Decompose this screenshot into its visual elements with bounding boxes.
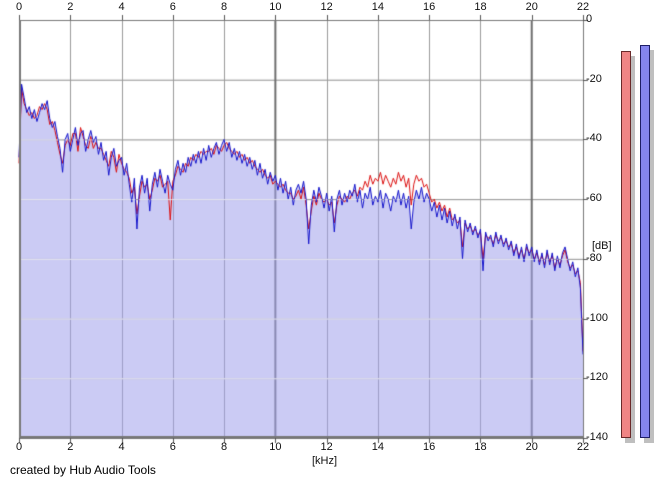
x-axis-tick-label: 2 bbox=[67, 441, 74, 453]
x-axis-tick-label: 12 bbox=[320, 1, 333, 13]
x-axis-tick-label: 6 bbox=[169, 441, 176, 453]
x-axis-tick-label: 16 bbox=[423, 1, 436, 13]
y-axis-unit-label: [dB] bbox=[592, 240, 612, 252]
y-axis-tick-label: -80 bbox=[586, 251, 602, 264]
x-axis-tick-label: 16 bbox=[423, 441, 436, 453]
y-axis-tick-label: -120 bbox=[586, 371, 609, 384]
credit-text: created by Hub Audio Tools bbox=[10, 463, 156, 477]
meter-right-bar bbox=[640, 44, 650, 438]
x-axis-tick-label: 10 bbox=[269, 1, 282, 13]
x-axis-tick-label: 8 bbox=[221, 1, 228, 13]
x-axis-tick-label: 0 bbox=[15, 441, 23, 453]
x-axis-tick-label: 4 bbox=[118, 441, 125, 453]
x-axis-tick-label: 20 bbox=[525, 1, 538, 13]
x-axis-tick-label: 6 bbox=[169, 1, 176, 13]
y-axis-tick-label: -100 bbox=[586, 311, 609, 324]
x-axis-tick-label: 4 bbox=[118, 1, 125, 13]
x-axis-tick-label: 14 bbox=[371, 441, 385, 453]
y-axis-tick-label: 0 bbox=[586, 13, 593, 25]
y-axis-tick-label: -40 bbox=[586, 132, 602, 145]
x-axis-tick-label: 22 bbox=[576, 441, 590, 453]
x-axis-tick-label: 18 bbox=[474, 1, 487, 13]
x-axis-tick-label: 10 bbox=[269, 441, 282, 453]
x-axis-tick-label: 8 bbox=[221, 441, 228, 453]
x-axis-tick-label: 22 bbox=[576, 1, 590, 13]
x-axis-tick-label: 14 bbox=[371, 1, 385, 13]
x-axis-tick-label: 0 bbox=[15, 1, 23, 13]
x-axis-tick-label: 2 bbox=[67, 1, 74, 13]
y-axis-tick-label: -60 bbox=[586, 192, 602, 205]
x-axis-unit-label: [kHz] bbox=[312, 455, 338, 467]
y-axis-tick-label: -140 bbox=[586, 431, 609, 443]
y-axis-tick-label: -20 bbox=[586, 72, 602, 85]
x-axis-tick-label: 20 bbox=[525, 441, 538, 453]
x-axis-tick-label: 18 bbox=[474, 441, 487, 453]
meter-left-bar bbox=[621, 50, 631, 438]
x-axis-tick-label: 12 bbox=[320, 441, 333, 453]
